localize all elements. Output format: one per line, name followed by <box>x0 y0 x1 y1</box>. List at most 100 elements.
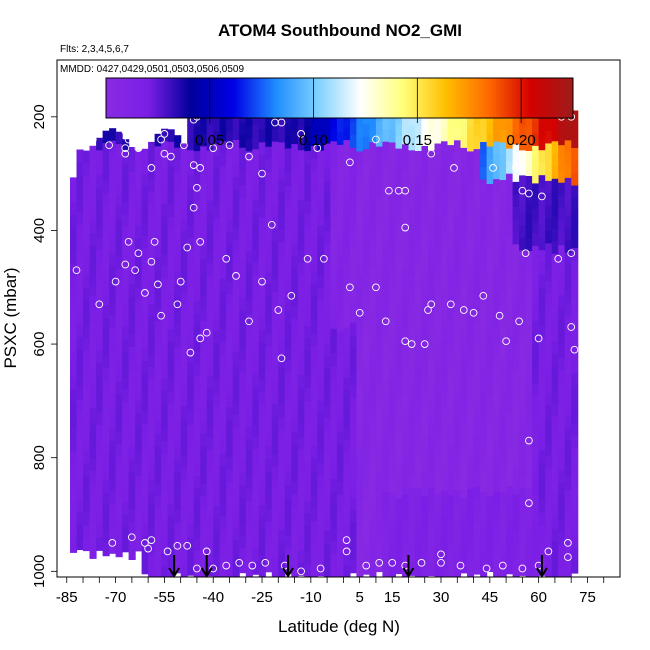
heat-cell <box>76 362 84 376</box>
heat-cell <box>167 441 175 455</box>
heat-cell <box>421 508 429 522</box>
heat-cell <box>558 257 566 271</box>
heat-cell <box>76 149 84 163</box>
heat-cell <box>480 229 488 243</box>
heat-cell <box>317 488 325 502</box>
heat-cell <box>375 221 383 235</box>
heat-cell <box>467 226 475 240</box>
heat-cell <box>128 384 136 398</box>
heat-cell <box>408 387 416 401</box>
heat-cell <box>219 241 227 255</box>
heat-cell <box>447 545 455 559</box>
heat-cell <box>330 228 338 242</box>
heat-cell <box>317 550 325 564</box>
heat-cell <box>271 416 279 430</box>
heat-cell <box>317 163 325 177</box>
heat-cell <box>115 356 123 370</box>
heat-cell <box>271 191 279 205</box>
sample-point <box>450 164 458 172</box>
heat-cell <box>551 341 559 355</box>
heat-cell <box>122 526 130 540</box>
heat-cell <box>499 392 507 406</box>
heat-cell <box>336 382 344 396</box>
heat-cell <box>278 454 286 468</box>
heat-cell <box>415 238 423 252</box>
heat-cell <box>330 128 338 142</box>
heat-cell <box>174 335 182 349</box>
heat-cell <box>252 511 260 525</box>
heat-cell <box>447 457 455 471</box>
heat-cell <box>148 504 156 518</box>
heat-cell <box>395 461 403 475</box>
heat-cell <box>493 429 501 443</box>
heat-cell <box>122 489 130 503</box>
heat-cell <box>128 197 136 211</box>
heat-cell <box>525 176 533 190</box>
heat-cell <box>161 128 169 142</box>
heat-cell <box>226 132 234 146</box>
heat-cell <box>336 282 344 296</box>
heat-cell <box>154 183 162 197</box>
heat-cell <box>349 435 357 449</box>
heat-cell <box>193 538 201 552</box>
heat-cell <box>499 555 507 569</box>
heat-cell <box>219 541 227 555</box>
heat-cell <box>258 367 266 381</box>
heat-cell <box>499 517 507 531</box>
heat-cell <box>102 330 110 344</box>
heat-cell <box>122 226 130 240</box>
heat-cell <box>180 230 188 244</box>
heat-cell <box>428 425 436 439</box>
heat-cell <box>174 160 182 174</box>
heat-cell <box>297 537 305 551</box>
heat-cell <box>278 329 286 343</box>
heat-cell <box>493 154 501 168</box>
heat-cell <box>96 487 104 501</box>
sample-point <box>209 564 218 573</box>
heat-cell <box>336 244 344 258</box>
heat-cell <box>297 562 305 576</box>
heat-cell <box>571 223 579 237</box>
heat-cell <box>154 346 162 360</box>
heat-cell <box>480 279 488 293</box>
sample-point <box>407 340 416 348</box>
heat-cell <box>571 335 579 349</box>
heat-cell <box>571 410 579 424</box>
heat-cell <box>265 509 273 523</box>
heat-cell <box>493 404 501 418</box>
heat-cell <box>304 401 312 415</box>
heat-cell <box>232 277 240 291</box>
heat-cell <box>317 438 325 452</box>
heat-cell <box>174 535 182 549</box>
heat-cell <box>219 128 227 142</box>
heat-cell <box>415 551 423 565</box>
heat-cell <box>271 404 279 418</box>
heat-cell <box>323 281 331 295</box>
heat-cell <box>102 493 110 507</box>
heat-cell <box>395 423 403 437</box>
heat-cell <box>460 460 468 474</box>
heat-cell <box>109 140 117 154</box>
heat-cell <box>278 167 286 181</box>
heat-cell <box>506 186 514 200</box>
heat-cell <box>128 209 136 223</box>
heat-cell <box>115 319 123 333</box>
heat-cell <box>356 551 364 565</box>
heat-cell <box>551 516 559 530</box>
sample-point <box>95 300 104 309</box>
heat-cell <box>336 194 344 208</box>
heat-cell <box>89 270 97 284</box>
heat-cell <box>428 550 436 564</box>
heat-cell <box>193 301 201 315</box>
heat-cell <box>441 178 449 192</box>
heat-cell <box>239 222 247 236</box>
heat-cell <box>330 491 338 505</box>
heat-cell <box>265 284 273 298</box>
heat-cell <box>174 235 182 249</box>
heat-cell <box>265 371 273 385</box>
heat-cell <box>532 245 540 259</box>
heat-cell <box>76 349 84 363</box>
heat-cell <box>161 303 169 317</box>
heat-cell <box>362 124 370 138</box>
heat-cell <box>519 300 527 314</box>
